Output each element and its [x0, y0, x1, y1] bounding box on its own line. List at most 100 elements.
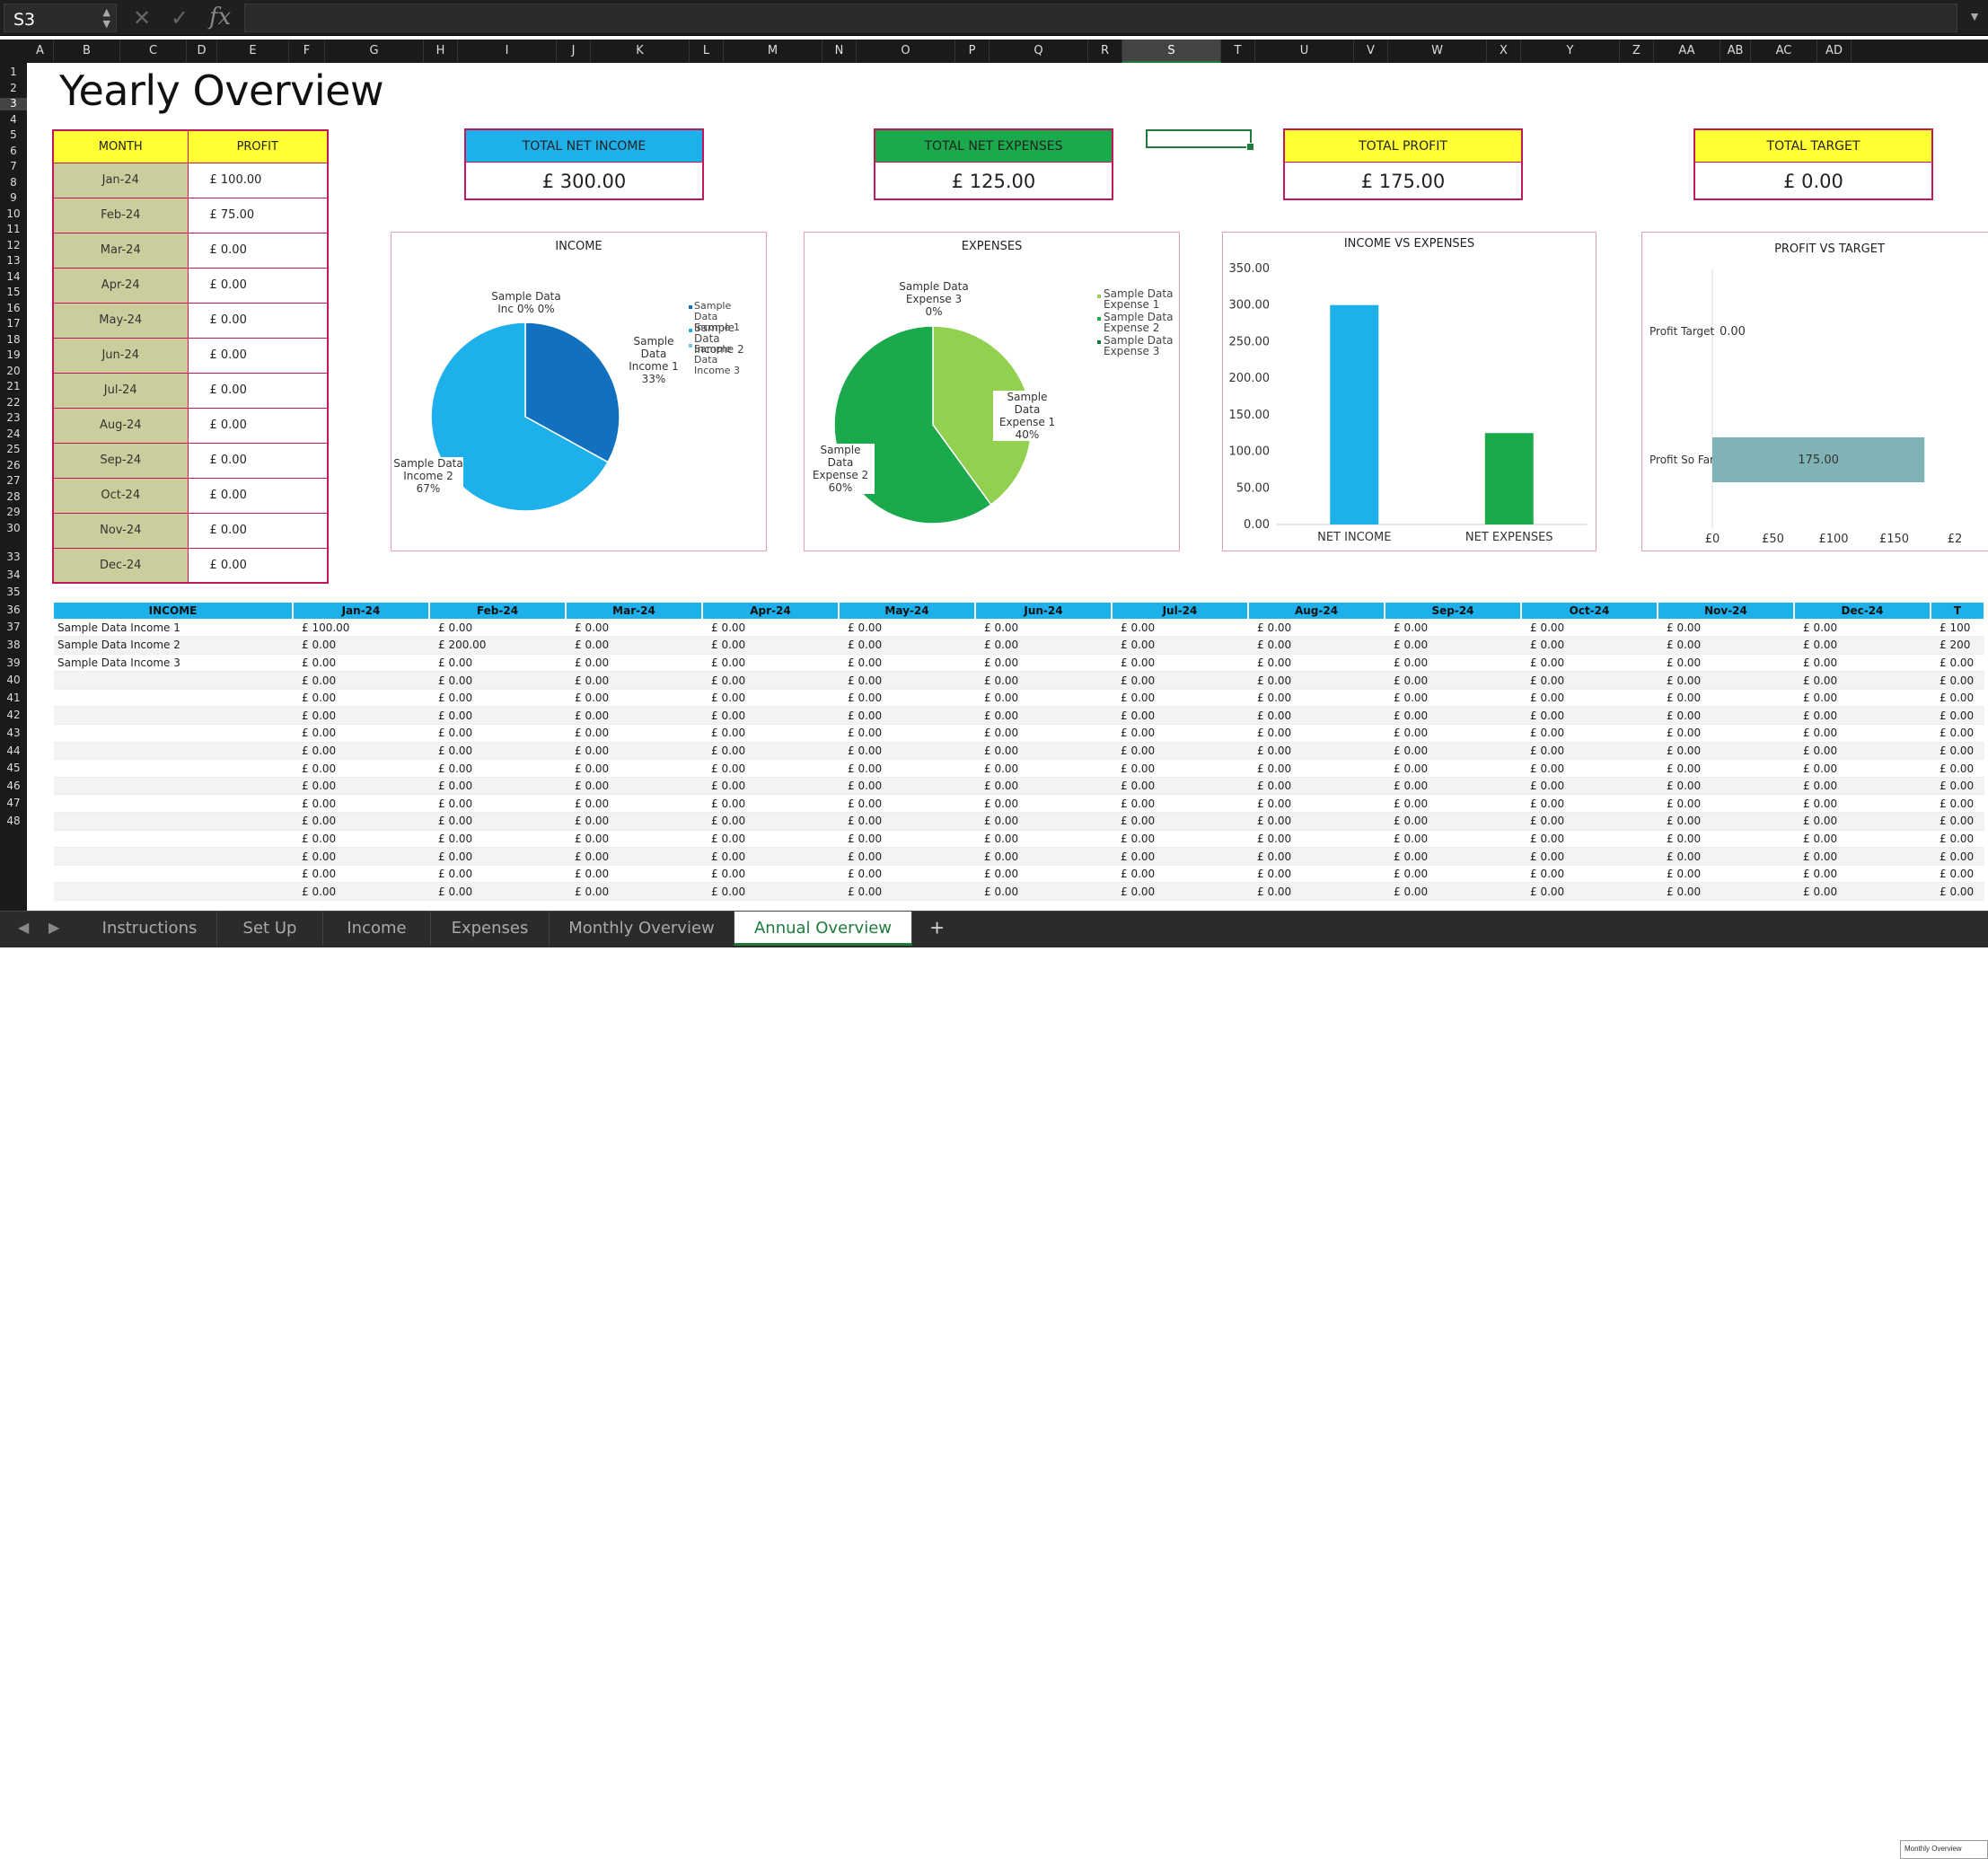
income-value-cell[interactable]: £ 0.00 — [1248, 619, 1385, 638]
income-value-cell[interactable]: £ 0.00 — [1112, 706, 1248, 726]
income-value-cell[interactable]: £ 0.00 — [566, 759, 702, 778]
income-header-cell[interactable]: Dec-24 — [1794, 603, 1931, 619]
tab-expenses[interactable]: Expenses — [431, 912, 550, 946]
column-header[interactable]: J — [557, 40, 591, 63]
row-header[interactable]: 17 — [6, 317, 21, 330]
income-value-cell[interactable]: £ 0.00 — [1112, 742, 1248, 761]
income-value-cell[interactable]: £ 0.00 — [1658, 724, 1794, 743]
row-header[interactable]: 16 — [6, 301, 21, 314]
tab-income[interactable]: Income — [323, 912, 431, 946]
row-header[interactable]: 27 — [6, 474, 21, 487]
income-value-cell[interactable]: £ 0.00 — [1112, 794, 1248, 814]
income-value-cell[interactable]: £ 0.00 — [975, 882, 1112, 901]
tab-monthly-overview[interactable]: Monthly Overview — [550, 912, 735, 946]
income-value-cell[interactable]: £ 0.00 — [1658, 654, 1794, 673]
kpi-value[interactable]: £ 125.00 — [951, 171, 1036, 192]
kpi-label[interactable]: TOTAL TARGET — [1695, 130, 1931, 163]
income-value-cell[interactable]: £ 0.00 — [1112, 777, 1248, 796]
column-header[interactable]: AB — [1720, 40, 1751, 63]
income-value-cell[interactable]: £ 0.00 — [1112, 882, 1248, 901]
row-header[interactable]: 12 — [6, 238, 21, 251]
income-value-cell[interactable]: £ 0.00 — [1794, 882, 1931, 901]
income-value-cell[interactable]: £ 0.00 — [1794, 619, 1931, 638]
column-header[interactable]: AA — [1654, 40, 1720, 63]
income-value-cell[interactable]: £ 0.00 — [1248, 830, 1385, 849]
column-header[interactable]: S — [1122, 40, 1221, 63]
row-header[interactable]: 21 — [6, 380, 21, 392]
add-sheet-icon[interactable]: + — [930, 914, 945, 941]
column-header[interactable]: K — [591, 40, 690, 63]
month-cell[interactable]: Oct-24 — [52, 477, 189, 514]
income-value-cell[interactable]: £ 0.00 — [702, 794, 839, 814]
income-value-cell[interactable]: £ 0.00 — [1794, 671, 1931, 690]
income-name-cell[interactable] — [54, 671, 293, 690]
income-value-cell[interactable]: £ 0.00 — [1385, 882, 1521, 901]
income-value-cell[interactable]: £ 0.00 — [702, 689, 839, 708]
pie-slice[interactable] — [524, 322, 620, 463]
income-value-cell[interactable]: £ 0.00 — [975, 742, 1112, 761]
row-header[interactable]: 29 — [6, 506, 21, 518]
income-value-cell[interactable]: £ 0.00 — [975, 812, 1112, 831]
income-value-cell[interactable]: £ 0.00 — [293, 689, 429, 708]
income-value-cell[interactable]: £ 0.00 — [839, 882, 975, 901]
income-total-cell[interactable]: £ 0.00 — [1931, 689, 1984, 708]
income-value-cell[interactable]: £ 0.00 — [1385, 636, 1521, 655]
month-cell[interactable]: Aug-24 — [52, 407, 189, 444]
month-cell[interactable]: Jul-24 — [52, 372, 189, 409]
income-value-cell[interactable]: £ 0.00 — [702, 759, 839, 778]
income-header-cell[interactable]: Jul-24 — [1112, 603, 1249, 619]
income-value-cell[interactable]: £ 0.00 — [1112, 636, 1248, 655]
income-value-cell[interactable]: £ 0.00 — [839, 812, 975, 831]
income-value-cell[interactable]: £ 0.00 — [1248, 847, 1385, 866]
income-value-cell[interactable]: £ 0.00 — [429, 865, 566, 884]
row-header[interactable]: 22 — [6, 395, 21, 409]
income-value-cell[interactable]: £ 0.00 — [429, 654, 566, 673]
income-value-cell[interactable]: £ 0.00 — [1385, 654, 1521, 673]
income-header-cell[interactable]: Nov-24 — [1658, 603, 1795, 619]
income-value-cell[interactable]: £ 0.00 — [1112, 724, 1248, 743]
income-value-cell[interactable]: £ 0.00 — [1794, 759, 1931, 778]
kpi-value[interactable]: £ 175.00 — [1360, 171, 1446, 192]
income-value-cell[interactable]: £ 0.00 — [839, 759, 975, 778]
tab-annual-overview[interactable]: Annual Overview — [735, 912, 912, 946]
row-header[interactable]: 48 — [6, 815, 21, 827]
cancel-icon[interactable]: ✕ — [133, 6, 152, 31]
income-value-cell[interactable]: £ 0.00 — [1521, 777, 1658, 796]
month-cell[interactable]: May-24 — [52, 302, 189, 339]
income-value-cell[interactable]: £ 0.00 — [1248, 654, 1385, 673]
income-value-cell[interactable]: £ 0.00 — [1658, 847, 1794, 866]
income-value-cell[interactable]: £ 0.00 — [839, 671, 975, 690]
income-value-cell[interactable]: £ 0.00 — [1658, 830, 1794, 849]
row-header[interactable]: 44 — [6, 744, 21, 757]
month-header[interactable]: MONTH — [52, 129, 189, 163]
income-name-cell[interactable] — [54, 812, 293, 831]
row-header[interactable]: 36 — [6, 603, 21, 616]
profit-header[interactable]: PROFIT — [187, 129, 329, 163]
income-value-cell[interactable]: £ 0.00 — [1658, 759, 1794, 778]
income-value-cell[interactable]: £ 0.00 — [1658, 812, 1794, 831]
income-value-cell[interactable]: £ 0.00 — [839, 689, 975, 708]
income-value-cell[interactable]: £ 0.00 — [1658, 777, 1794, 796]
income-value-cell[interactable]: £ 0.00 — [839, 724, 975, 743]
income-value-cell[interactable]: £ 0.00 — [1658, 706, 1794, 726]
income-value-cell[interactable]: £ 0.00 — [1521, 794, 1658, 814]
column-header[interactable]: B — [54, 40, 120, 63]
column-header[interactable]: Z — [1620, 40, 1654, 63]
expenses-pie-chart[interactable]: EXPENSES Sample Data Expense 1 40% Sampl… — [804, 232, 1180, 551]
income-value-cell[interactable]: £ 0.00 — [293, 777, 429, 796]
income-value-cell[interactable]: £ 0.00 — [566, 706, 702, 726]
income-value-cell[interactable]: £ 0.00 — [1658, 742, 1794, 761]
income-total-cell[interactable]: £ 0.00 — [1931, 706, 1984, 726]
column-header[interactable]: A — [27, 40, 54, 63]
income-value-cell[interactable]: £ 0.00 — [839, 830, 975, 849]
income-header-cell[interactable]: Jan-24 — [293, 603, 430, 619]
row-header[interactable]: 47 — [6, 797, 21, 810]
row-header[interactable]: 39 — [6, 656, 21, 669]
income-name-cell[interactable] — [54, 830, 293, 849]
column-header[interactable]: P — [955, 40, 990, 63]
income-value-cell[interactable]: £ 0.00 — [429, 777, 566, 796]
profit-cell[interactable]: £ 0.00 — [187, 267, 329, 304]
income-value-cell[interactable]: £ 0.00 — [1658, 865, 1794, 884]
income-value-cell[interactable]: £ 0.00 — [293, 654, 429, 673]
income-value-cell[interactable]: £ 0.00 — [429, 759, 566, 778]
